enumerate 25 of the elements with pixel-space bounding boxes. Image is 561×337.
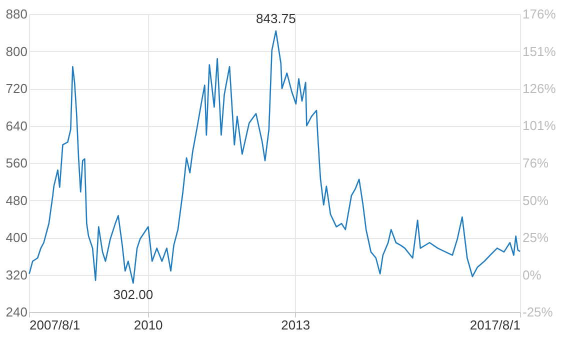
y-tick-label: 480 [6,192,28,208]
x-tick-label: 2017/8/1 [470,318,520,332]
y2-tick-label: 0% [522,267,542,282]
y2-tick-label: 50% [522,192,549,208]
y2-tick-label: 76% [522,156,549,170]
y-tick-label: 720 [6,81,28,96]
x-tick-label: 2007/8/1 [30,318,80,332]
y-tick-label: 560 [6,156,28,170]
y-tick-label: 400 [6,230,28,245]
y-tick-label: 320 [6,267,28,282]
annotation: 302.00 [113,287,154,302]
y-tick-label: 640 [6,118,28,134]
line-series [28,30,521,284]
y2-tick-label: 151% [522,44,556,59]
y2-tick-label: 176% [522,6,556,22]
y2-tick-label: 126% [522,80,556,96]
y-tick-label: 800 [6,44,28,59]
y2-tick-label: 25% [522,230,549,246]
y2-tick-label: 101% [522,118,556,134]
y-tick-label: 240 [6,304,28,320]
x-tick-label: 2010 [134,318,163,332]
y-tick-label: 880 [6,6,28,22]
y2-tick-label: -25% [522,304,554,320]
x-tick-label: 2013 [281,318,310,332]
annotation: 843.75 [256,10,296,26]
